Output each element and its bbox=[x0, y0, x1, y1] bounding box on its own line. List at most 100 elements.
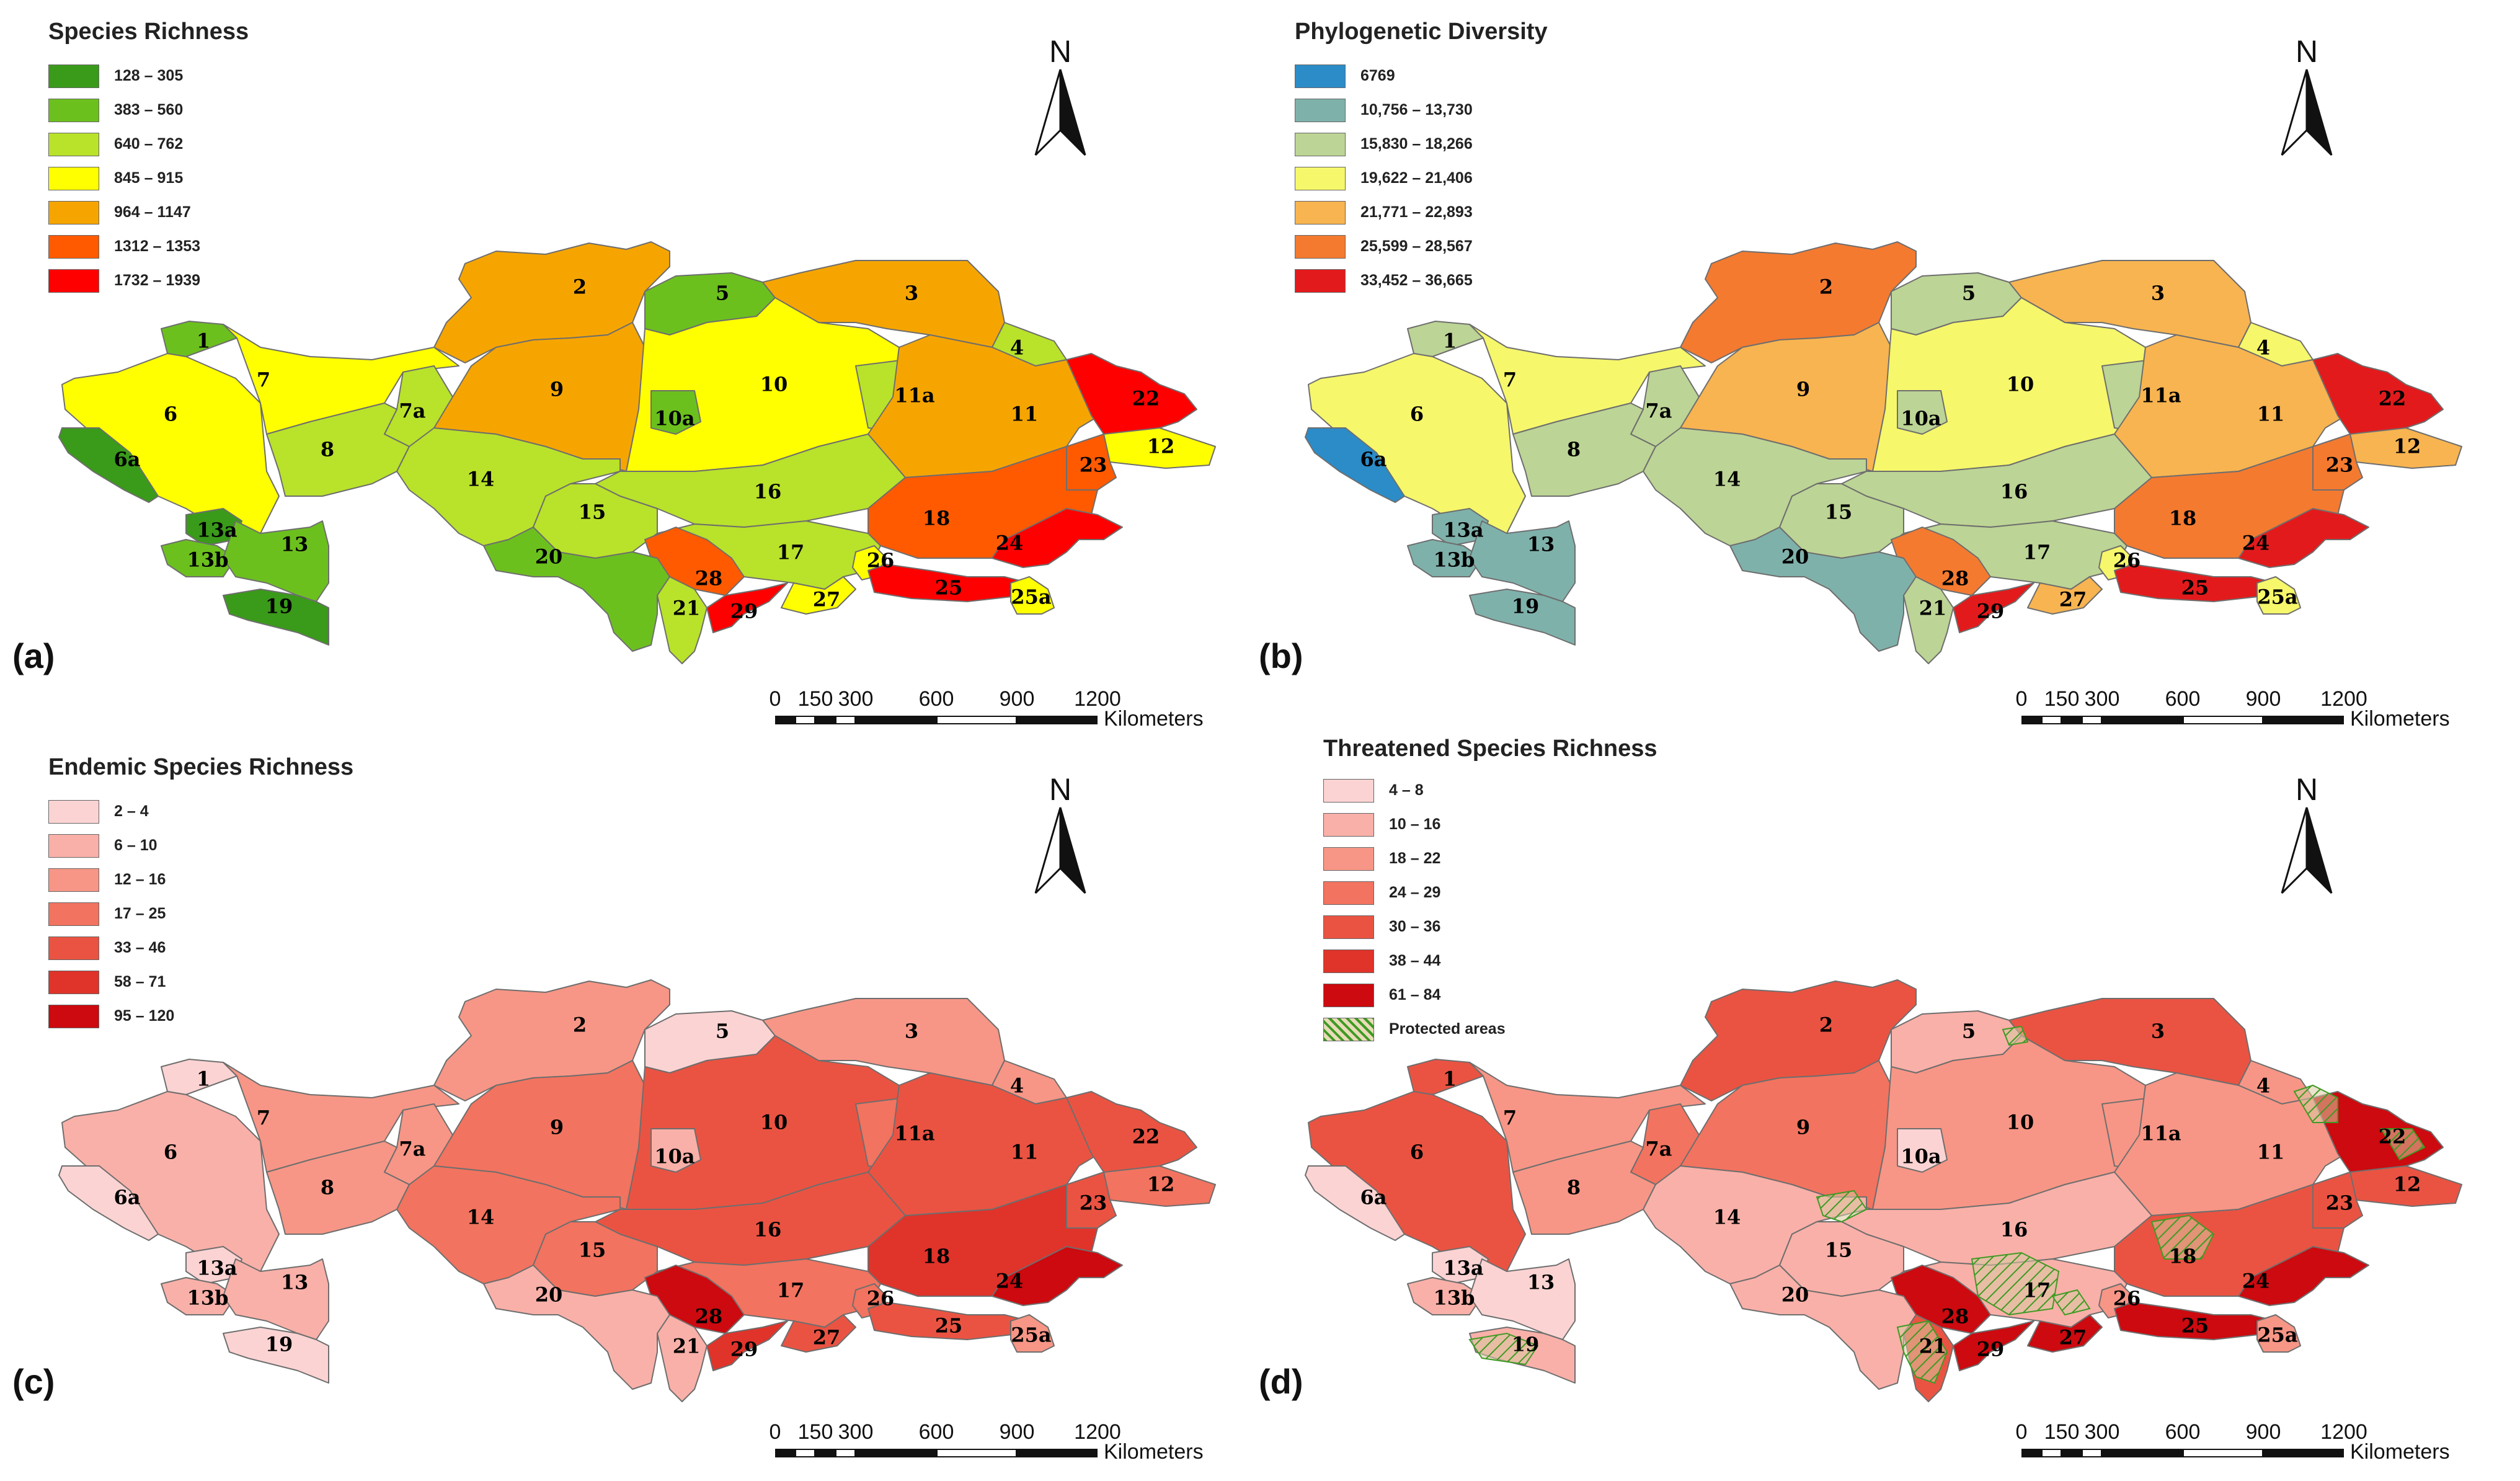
scale-unit: Kilometers bbox=[2350, 707, 2450, 731]
region-6a bbox=[1305, 1165, 1405, 1241]
scale-segment bbox=[2263, 716, 2344, 724]
region-label: 13a bbox=[197, 518, 237, 542]
region-label: 23 bbox=[2326, 1191, 2354, 1215]
region-label: 1 bbox=[197, 329, 210, 353]
regions bbox=[58, 241, 1216, 664]
region-20 bbox=[483, 527, 670, 652]
scale-segment bbox=[795, 1449, 815, 1457]
region-label: 5 bbox=[716, 1020, 729, 1043]
scale-segment bbox=[2102, 716, 2183, 724]
regions bbox=[58, 979, 1216, 1402]
region-label: 1 bbox=[1443, 1067, 1457, 1091]
region-label: 10 bbox=[760, 373, 788, 396]
region-label: 15 bbox=[579, 500, 606, 524]
legend-label: 383 – 560 bbox=[114, 101, 184, 118]
region-21 bbox=[657, 576, 708, 664]
region-label: 10a bbox=[1901, 407, 1941, 430]
region-label: 13 bbox=[1527, 533, 1555, 556]
legend-label: 25,599 – 28,567 bbox=[1360, 238, 1473, 255]
region-label: 19 bbox=[1512, 1333, 1540, 1356]
legend-swatch bbox=[48, 834, 99, 858]
region-label: 17 bbox=[2023, 1279, 2051, 1302]
region-label: 13b bbox=[187, 548, 229, 572]
panel-letter: (b) bbox=[1259, 636, 1303, 675]
legend-swatch bbox=[1295, 99, 1346, 122]
region-label: 20 bbox=[1781, 1283, 1809, 1307]
scale-tick-label: 150 bbox=[2044, 1420, 2080, 1444]
scale-segment bbox=[2082, 1449, 2102, 1457]
region-25a bbox=[1010, 1314, 1055, 1353]
region-label: 25a bbox=[1011, 585, 1051, 609]
region-label: 29 bbox=[1977, 600, 2005, 623]
region-label: 25 bbox=[2181, 1314, 2209, 1338]
region-label: 16 bbox=[754, 480, 782, 504]
region-label: 5 bbox=[1962, 1020, 1976, 1043]
scale-tick-label: 600 bbox=[918, 687, 954, 711]
legend-swatch bbox=[48, 269, 99, 293]
region-label: 11 bbox=[1011, 402, 1039, 426]
legend-label: Protected areas bbox=[1389, 1020, 1506, 1038]
region-label: 18 bbox=[2169, 1245, 2197, 1268]
region-label: 11 bbox=[2257, 1141, 2285, 1164]
legend-swatch bbox=[1295, 167, 1346, 190]
region-25a bbox=[1010, 576, 1055, 615]
legend-swatch bbox=[1295, 201, 1346, 225]
legend-label: 33,452 – 36,665 bbox=[1360, 272, 1473, 289]
north-arrow-icon bbox=[2281, 69, 2333, 156]
region-label: 7a bbox=[399, 399, 426, 423]
north-label: N bbox=[2295, 34, 2318, 69]
legend-label: 61 – 84 bbox=[1389, 986, 1441, 1003]
region-13 bbox=[223, 1258, 329, 1340]
region-10a bbox=[650, 390, 701, 435]
legend-swatch bbox=[48, 936, 99, 960]
panel-c: Endemic Species Richness 2 – 4 6 – 10 12 –… bbox=[0, 738, 1240, 1470]
region-label: 4 bbox=[1010, 336, 1024, 360]
legend-label: 6769 bbox=[1360, 67, 1395, 84]
region-label: 18 bbox=[923, 1245, 951, 1268]
scale-segment bbox=[2021, 1449, 2041, 1457]
legend-title: Species Richness bbox=[48, 19, 249, 45]
region-label: 1 bbox=[197, 1067, 210, 1091]
legend-title: Endemic Species Richness bbox=[48, 754, 354, 780]
scale-bar: 0 150 300 600 900 1200 Kilometers bbox=[770, 687, 1246, 737]
scale-tick-label: 0 bbox=[769, 1420, 781, 1444]
north-label: N bbox=[2295, 772, 2318, 807]
scale-unit: Kilometers bbox=[2350, 1440, 2450, 1464]
region-label: 9 bbox=[550, 378, 564, 401]
region-label: 7a bbox=[1646, 1137, 1672, 1161]
region-27 bbox=[2027, 576, 2103, 615]
region-label: 25 bbox=[2181, 576, 2209, 600]
legend-label: 10,756 – 13,730 bbox=[1360, 101, 1473, 118]
scale-bar: 0 150 300 600 900 1200 Kilometers bbox=[2016, 1420, 2493, 1470]
legend-label: 12 – 16 bbox=[114, 871, 166, 888]
region-10a bbox=[1897, 1128, 1948, 1173]
legend-swatch bbox=[1295, 269, 1346, 293]
region-label: 4 bbox=[2256, 336, 2270, 360]
region-label: 19 bbox=[265, 595, 293, 618]
region-label: 11a bbox=[894, 1122, 934, 1145]
north-arrow-icon bbox=[1034, 69, 1086, 156]
legend-label: 1732 – 1939 bbox=[114, 272, 201, 289]
region-label: 17 bbox=[2023, 541, 2051, 564]
region-label: 25a bbox=[2257, 1323, 2297, 1347]
region-label: 19 bbox=[265, 1333, 293, 1356]
region-label: 8 bbox=[321, 1176, 334, 1199]
region-label: 25 bbox=[935, 576, 963, 600]
region-label: 13a bbox=[197, 1256, 237, 1280]
region-20 bbox=[483, 1265, 670, 1390]
region-label: 6a bbox=[1360, 1186, 1387, 1209]
region-7 bbox=[223, 324, 459, 435]
legend-label: 6 – 10 bbox=[114, 837, 158, 854]
legend-label: 18 – 22 bbox=[1389, 850, 1441, 867]
region-label: 25a bbox=[2257, 585, 2297, 609]
protected-areas bbox=[1468, 1025, 2426, 1384]
region-label: 16 bbox=[2000, 480, 2028, 504]
region-label: 27 bbox=[2059, 588, 2087, 612]
region-label: 3 bbox=[2151, 282, 2165, 305]
region-label: 22 bbox=[2379, 387, 2407, 411]
